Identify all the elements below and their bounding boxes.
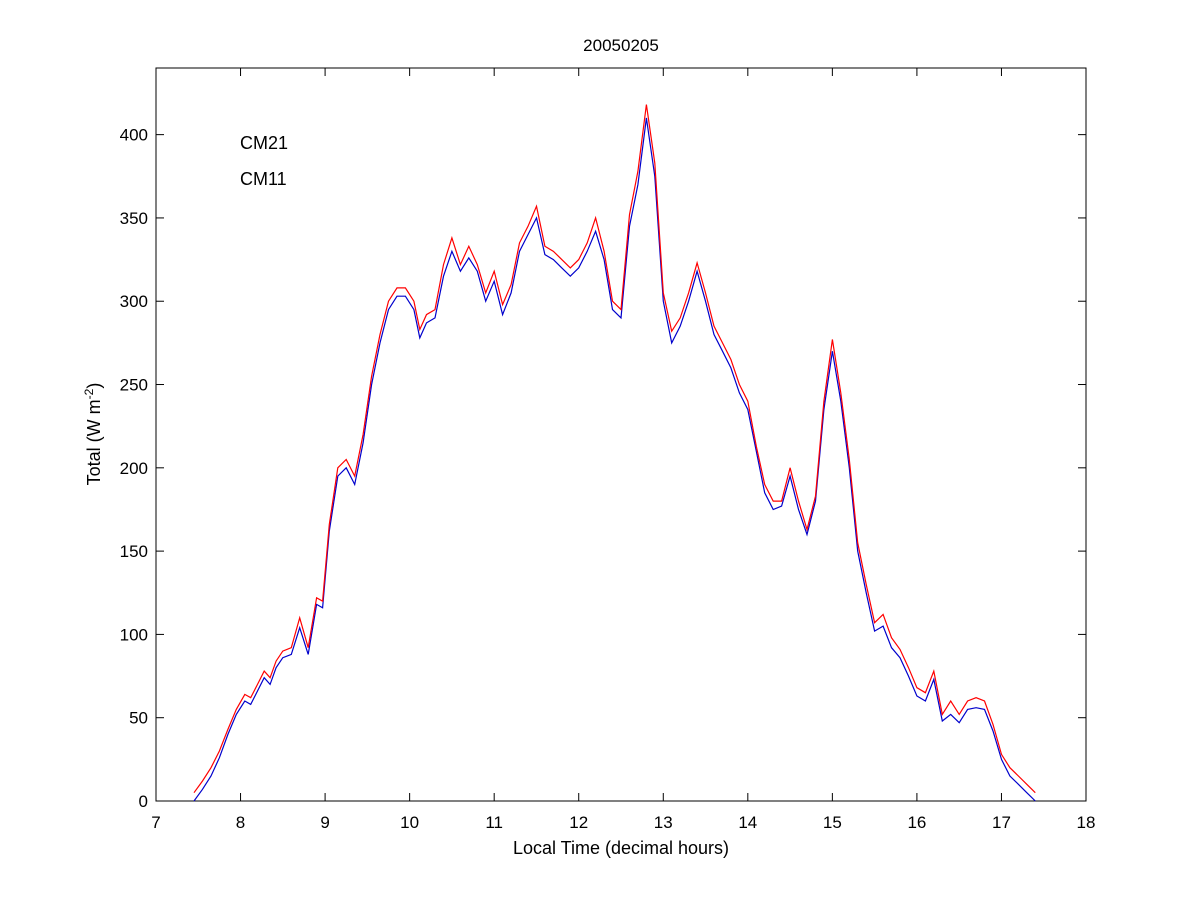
legend-entry-cm21: CM21: [240, 133, 288, 153]
y-axis-label-superscript: -2: [82, 388, 96, 399]
y-axis-ticks: 0 50 100 150 200 250 300 350 400: [120, 126, 1086, 811]
y-tick-label: 400: [120, 126, 148, 145]
y-axis-label: Total (W m-2): [82, 383, 104, 486]
x-tick-label: 17: [992, 813, 1011, 832]
y-tick-label: 50: [129, 709, 148, 728]
y-tick-label: 350: [120, 209, 148, 228]
series-line-cm11: [193, 104, 1036, 794]
x-tick-label: 15: [823, 813, 842, 832]
y-tick-label: 0: [139, 792, 148, 811]
legend: CM21 CM11: [240, 133, 288, 189]
chart-title: 20050205: [583, 36, 659, 55]
x-axis-ticks: 7 8 9 10 11 12 13 14 15 16 17 18: [151, 68, 1095, 832]
x-tick-label: 13: [654, 813, 673, 832]
y-tick-label: 100: [120, 625, 148, 644]
y-tick-label: 150: [120, 542, 148, 561]
legend-entry-cm11: CM11: [240, 169, 287, 189]
x-tick-label: 12: [569, 813, 588, 832]
x-tick-label: 10: [400, 813, 419, 832]
series-layer: [193, 104, 1036, 802]
x-tick-label: 16: [907, 813, 926, 832]
plot-frame: [155, 67, 1087, 802]
y-tick-label: 300: [120, 292, 148, 311]
x-tick-label: 8: [236, 813, 245, 832]
series-line-cm21: [193, 117, 1036, 802]
y-tick-label: 200: [120, 459, 148, 478]
y-axis-label-suffix: ): [84, 383, 104, 389]
x-tick-label: 7: [151, 813, 160, 832]
x-axis-label: Local Time (decimal hours): [513, 838, 729, 858]
x-tick-label: 18: [1077, 813, 1096, 832]
x-tick-label: 9: [320, 813, 329, 832]
y-tick-label: 250: [120, 376, 148, 395]
x-tick-label: 11: [485, 813, 503, 832]
y-axis-label-text: Total (W m: [84, 399, 104, 485]
x-tick-label: 14: [738, 813, 757, 832]
